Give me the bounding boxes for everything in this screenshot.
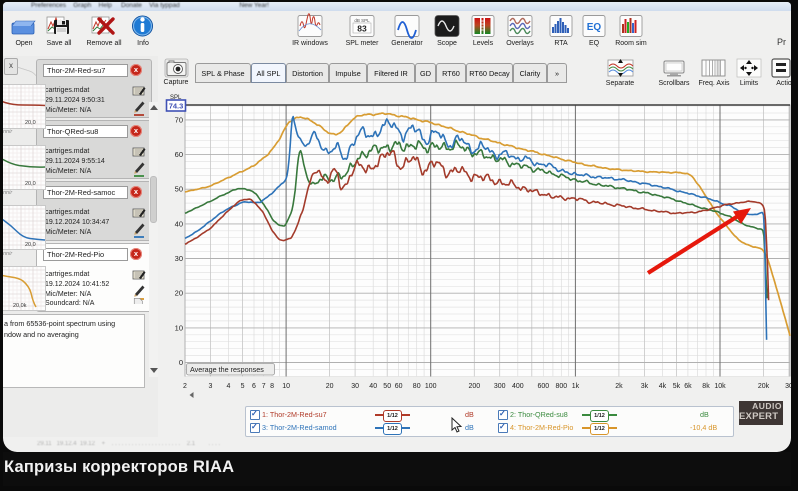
svg-text:8: 8 bbox=[270, 383, 274, 390]
svg-text:74.3: 74.3 bbox=[169, 102, 184, 111]
svg-text:4k: 4k bbox=[659, 383, 667, 390]
svg-text:60: 60 bbox=[395, 383, 403, 390]
svg-text:30: 30 bbox=[785, 383, 793, 390]
svg-text:8k: 8k bbox=[702, 383, 710, 390]
svg-text:5: 5 bbox=[241, 383, 245, 390]
svg-text:40: 40 bbox=[369, 383, 377, 390]
svg-text:400: 400 bbox=[512, 383, 524, 390]
svg-text:83: 83 bbox=[357, 24, 367, 34]
svg-text:7: 7 bbox=[262, 383, 266, 390]
svg-text:30: 30 bbox=[351, 383, 359, 390]
svg-text:20: 20 bbox=[175, 289, 183, 298]
svg-text:50: 50 bbox=[175, 185, 183, 194]
svg-text:1k: 1k bbox=[572, 383, 580, 390]
svg-text:3: 3 bbox=[209, 383, 213, 390]
svg-text:20: 20 bbox=[326, 383, 334, 390]
svg-text:600: 600 bbox=[537, 383, 549, 390]
svg-text:20k: 20k bbox=[758, 383, 770, 390]
svg-text:Average the responses: Average the responses bbox=[190, 365, 264, 374]
svg-text:40: 40 bbox=[175, 219, 183, 228]
svg-text:2: 2 bbox=[183, 383, 187, 390]
svg-text:5k: 5k bbox=[673, 383, 681, 390]
svg-text:100: 100 bbox=[425, 383, 437, 390]
svg-text:10: 10 bbox=[282, 383, 290, 390]
svg-text:300: 300 bbox=[494, 383, 506, 390]
svg-text:3k: 3k bbox=[641, 383, 649, 390]
svg-text:10: 10 bbox=[175, 323, 183, 332]
svg-text:6: 6 bbox=[252, 383, 256, 390]
svg-text:70: 70 bbox=[175, 115, 183, 124]
svg-text:dB SPL: dB SPL bbox=[354, 18, 370, 23]
svg-text:60: 60 bbox=[175, 150, 183, 159]
svg-text:30: 30 bbox=[175, 254, 183, 263]
svg-text:6k: 6k bbox=[684, 383, 692, 390]
svg-text:10k: 10k bbox=[714, 383, 726, 390]
svg-text:800: 800 bbox=[555, 383, 567, 390]
svg-text:4: 4 bbox=[227, 383, 231, 390]
svg-text:SPL: SPL bbox=[170, 95, 182, 101]
svg-text:0: 0 bbox=[179, 358, 183, 367]
svg-text:80: 80 bbox=[413, 383, 421, 390]
svg-text:50: 50 bbox=[383, 383, 391, 390]
svg-text:2k: 2k bbox=[615, 383, 623, 390]
svg-text:EQ: EQ bbox=[587, 22, 602, 33]
svg-text:200: 200 bbox=[468, 383, 480, 390]
